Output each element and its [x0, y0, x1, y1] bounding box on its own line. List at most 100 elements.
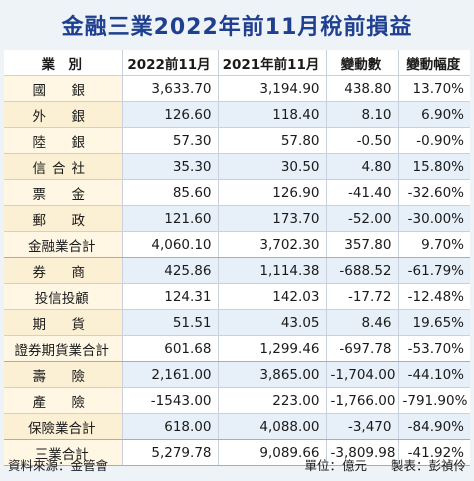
row-change: -52.00: [325, 205, 398, 232]
row-2022-value: 618.00: [121, 413, 218, 440]
row-2022-value: 121.60: [121, 205, 218, 232]
table-row: 外 銀 126.60 118.40 8.10 6.90%: [4, 101, 470, 128]
row-sector: 票 金: [4, 179, 122, 206]
row-2022-value: 5,279.78: [121, 439, 218, 466]
row-sector: 金融業合計: [4, 231, 122, 258]
table-row: 壽 險 2,161.00 3,865.00 -1,704.00 -44.10%: [4, 361, 470, 388]
row-pct: -32.60%: [397, 179, 470, 206]
row-change: 438.80: [325, 75, 398, 102]
row-pct: 13.70%: [397, 75, 470, 102]
unit-note: 單位：億元: [304, 457, 367, 473]
table-body: 國 銀 3,633.70 3,194.90 438.80 13.70% 外 銀 126.60…: [4, 75, 470, 466]
row-2021-value: 9,089.66: [217, 439, 326, 466]
row-pct: -12.48%: [397, 283, 470, 310]
profit-table: 業 別 2022前11月 2021年前11月 變動數 變動幅度 國 銀 3,633…: [4, 50, 470, 466]
row-2022-value: 425.86: [121, 257, 218, 284]
row-change: -41.40: [325, 179, 398, 206]
row-2021-value: 3,194.90: [217, 75, 326, 102]
row-change: -697.78: [325, 335, 398, 362]
row-2021-value: 3,865.00: [217, 361, 326, 388]
row-sector: 券 商: [4, 257, 122, 284]
row-sector: 郵 政: [4, 205, 122, 232]
row-sector: 產 險: [4, 387, 122, 414]
row-2022-value: 3,633.70: [121, 75, 218, 102]
table-row: 國 銀 3,633.70 3,194.90 438.80 13.70%: [4, 75, 470, 102]
header-2021: 2021年前11月: [217, 50, 326, 76]
maker-note: 製表：彭禎伶: [390, 457, 466, 473]
row-change: -688.52: [325, 257, 398, 284]
row-2021-value: 173.70: [217, 205, 326, 232]
row-pct: -791.90%: [397, 387, 470, 414]
row-sector: 壽 險: [4, 361, 122, 388]
row-sector: 三業合計: [4, 439, 122, 466]
table-row: 券 商 425.86 1,114.38 -688.52 -61.79%: [4, 257, 470, 284]
row-2021-value: 223.00: [217, 387, 326, 414]
table-row: 信合社 35.30 30.50 4.80 15.80%: [4, 153, 470, 180]
header-change: 變動數: [325, 50, 398, 76]
row-2022-value: 85.60: [121, 179, 218, 206]
table-row: 三業合計 5,279.78 9,089.66 -3,809.98 -41.92%: [4, 439, 470, 466]
row-pct: 6.90%: [397, 101, 470, 128]
row-2021-value: 30.50: [217, 153, 326, 180]
table-header-row: 業 別 2022前11月 2021年前11月 變動數 變動幅度: [4, 50, 470, 76]
row-2021-value: 1,299.46: [217, 335, 326, 362]
row-change: 357.80: [325, 231, 398, 258]
table-row: 期 貨 51.51 43.05 8.46 19.65%: [4, 309, 470, 336]
row-change: -1,704.00: [325, 361, 398, 388]
table-row: 證券期貨業合計 601.68 1,299.46 -697.78 -53.70%: [4, 335, 470, 362]
header-2022: 2022前11月: [121, 50, 218, 76]
row-sector: 陸 銀: [4, 127, 122, 154]
row-change: -3,809.98: [325, 439, 398, 466]
table-row: 郵 政 121.60 173.70 -52.00 -30.00%: [4, 205, 470, 232]
footer: 資料來源：金管會 單位：億元 製表：彭禎伶: [8, 450, 466, 478]
row-sector: 國 銀: [4, 75, 122, 102]
row-pct: -30.00%: [397, 205, 470, 232]
footer-right: 單位：億元 製表：彭禎伶: [284, 455, 466, 474]
row-2021-value: 1,114.38: [217, 257, 326, 284]
chart-title: 金融三業2022年前11月稅前損益: [61, 15, 413, 40]
row-sector: 證券期貨業合計: [4, 335, 122, 362]
header-pct: 變動幅度: [397, 50, 470, 76]
row-change: 4.80: [325, 153, 398, 180]
row-2021-value: 4,088.00: [217, 413, 326, 440]
table-row: 保險業合計 618.00 4,088.00 -3,470 -84.90%: [4, 413, 470, 440]
row-2022-value: 2,161.00: [121, 361, 218, 388]
row-2021-value: 118.40: [217, 101, 326, 128]
row-pct: -53.70%: [397, 335, 470, 362]
row-sector: 保險業合計: [4, 413, 122, 440]
row-change: -1,766.00: [325, 387, 398, 414]
source-note: 資料來源：金管會: [8, 457, 109, 473]
row-sector: 期 貨: [4, 309, 122, 336]
row-change: 8.46: [325, 309, 398, 336]
row-2022-value: 51.51: [121, 309, 218, 336]
row-pct: -41.92%: [397, 439, 470, 466]
row-2022-value: 4,060.10: [121, 231, 218, 258]
row-sector: 外 銀: [4, 101, 122, 128]
row-2021-value: 3,702.30: [217, 231, 326, 258]
row-2022-value: 601.68: [121, 335, 218, 362]
row-2021-value: 57.80: [217, 127, 326, 154]
table-row: 票 金 85.60 126.90 -41.40 -32.60%: [4, 179, 470, 206]
row-pct: -0.90%: [397, 127, 470, 154]
row-pct: 19.65%: [397, 309, 470, 336]
table-row: 投信投顧 124.31 142.03 -17.72 -12.48%: [4, 283, 470, 310]
row-2022-value: 35.30: [121, 153, 218, 180]
row-change: -17.72: [325, 283, 398, 310]
table-row: 產 險 -1543.00 223.00 -1,766.00 -791.90%: [4, 387, 470, 414]
row-pct: 9.70%: [397, 231, 470, 258]
header-sector: 業 別: [4, 50, 122, 76]
row-change: -3,470: [325, 413, 398, 440]
row-pct: -84.90%: [397, 413, 470, 440]
row-2022-value: 126.60: [121, 101, 218, 128]
row-2022-value: 57.30: [121, 127, 218, 154]
row-2022-value: -1543.00: [121, 387, 218, 414]
row-2022-value: 124.31: [121, 283, 218, 310]
table-row: 陸 銀 57.30 57.80 -0.50 -0.90%: [4, 127, 470, 154]
table-row: 金融業合計 4,060.10 3,702.30 357.80 9.70%: [4, 231, 470, 258]
row-sector: 投信投顧: [4, 283, 122, 310]
row-sector: 信合社: [4, 153, 122, 180]
row-2021-value: 126.90: [217, 179, 326, 206]
row-change: 8.10: [325, 101, 398, 128]
row-2021-value: 142.03: [217, 283, 326, 310]
